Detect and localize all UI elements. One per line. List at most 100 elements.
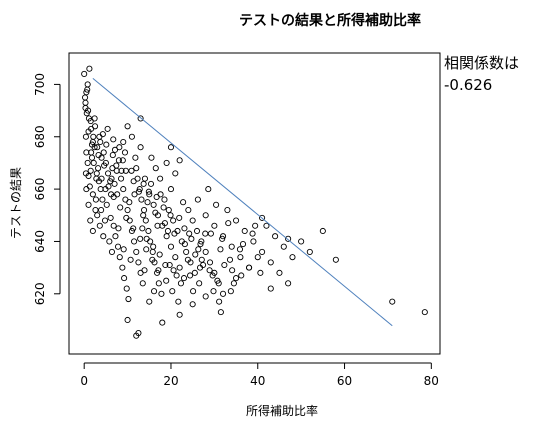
- x-axis: 0 20 40 60 80: [80, 362, 439, 388]
- data-point: [197, 241, 204, 248]
- data-point: [219, 235, 226, 242]
- data-point: [91, 144, 98, 151]
- data-point: [239, 241, 247, 248]
- data-point: [142, 217, 149, 224]
- data-point: [389, 298, 396, 305]
- data-point: [110, 136, 117, 143]
- data-point: [139, 280, 146, 287]
- data-point: [124, 206, 131, 214]
- data-point: [213, 201, 220, 208]
- data-point: [115, 225, 122, 232]
- data-point: [252, 222, 259, 229]
- data-point: [289, 254, 296, 261]
- data-point: [108, 248, 116, 255]
- data-point: [155, 267, 162, 274]
- data-point: [155, 280, 162, 287]
- data-point: [119, 264, 126, 271]
- data-point: [131, 191, 138, 198]
- data-point: [115, 157, 122, 164]
- data-point: [160, 204, 167, 211]
- data-point: [122, 167, 129, 174]
- data-point: [85, 107, 92, 114]
- y-tick-label: 680: [33, 125, 47, 148]
- data-point: [94, 212, 101, 219]
- data-point: [217, 246, 224, 253]
- data-point: [238, 272, 245, 279]
- data-point: [189, 301, 196, 308]
- data-point: [113, 162, 120, 169]
- data-point: [150, 288, 158, 295]
- data-point: [96, 133, 103, 140]
- data-point: [202, 293, 209, 300]
- y-tick-label: 660: [33, 178, 47, 201]
- data-point: [285, 280, 292, 287]
- data-point: [145, 227, 152, 235]
- data-point: [181, 225, 188, 232]
- data-point: [175, 298, 182, 305]
- data-point: [95, 165, 102, 172]
- regression-line: [92, 78, 393, 327]
- data-point: [165, 206, 172, 214]
- data-point: [211, 222, 218, 229]
- data-point: [191, 269, 198, 276]
- data-point: [83, 186, 90, 193]
- y-tick-label: 700: [33, 73, 47, 96]
- data-point: [172, 254, 179, 261]
- data-point: [103, 201, 110, 208]
- data-point: [137, 115, 144, 122]
- data-point: [85, 201, 92, 208]
- data-point: [280, 243, 287, 250]
- data-point: [139, 225, 146, 232]
- data-point: [162, 261, 169, 269]
- data-point: [202, 230, 209, 237]
- data-point: [249, 230, 256, 237]
- data-point: [110, 222, 117, 229]
- data-point: [136, 186, 143, 193]
- data-point: [88, 125, 95, 132]
- data-point: [121, 275, 128, 282]
- data-point: [221, 261, 228, 269]
- data-point: [154, 222, 161, 229]
- data-point: [202, 248, 209, 255]
- correlation-annotation: 相関係数は -0.626: [444, 52, 519, 96]
- data-point: [187, 272, 194, 279]
- data-point: [147, 180, 155, 187]
- data-point: [88, 149, 95, 156]
- data-point: [100, 233, 107, 240]
- data-point: [82, 170, 89, 177]
- data-point: [161, 220, 168, 227]
- data-point: [127, 256, 134, 263]
- data-point: [135, 188, 142, 195]
- data-point: [94, 144, 101, 151]
- data-point: [112, 233, 119, 240]
- data-point: [146, 191, 153, 198]
- data-point: [149, 256, 156, 263]
- data-point: [214, 277, 221, 284]
- x-tick-label: 40: [250, 374, 265, 388]
- data-point: [103, 141, 110, 148]
- data-point: [145, 188, 152, 195]
- data-point: [124, 316, 131, 324]
- data-point: [225, 220, 232, 227]
- data-point: [120, 246, 127, 253]
- data-point: [92, 206, 99, 214]
- data-point: [141, 206, 148, 214]
- data-point: [267, 285, 274, 292]
- data-point: [276, 269, 283, 276]
- data-point: [285, 235, 292, 242]
- data-point: [217, 309, 224, 316]
- data-point: [128, 167, 135, 174]
- data-point: [104, 125, 111, 132]
- data-point: [133, 248, 140, 255]
- data-point: [148, 154, 155, 161]
- data-point: [147, 238, 154, 245]
- data-point: [263, 222, 270, 229]
- data-point: [141, 267, 148, 274]
- data-point: [167, 243, 175, 250]
- y-axis: 620 640 660 680 700: [33, 73, 61, 305]
- data-point: [120, 138, 127, 146]
- data-point: [144, 199, 151, 206]
- data-point: [176, 264, 183, 271]
- data-point: [100, 149, 107, 156]
- data-point: [169, 288, 176, 295]
